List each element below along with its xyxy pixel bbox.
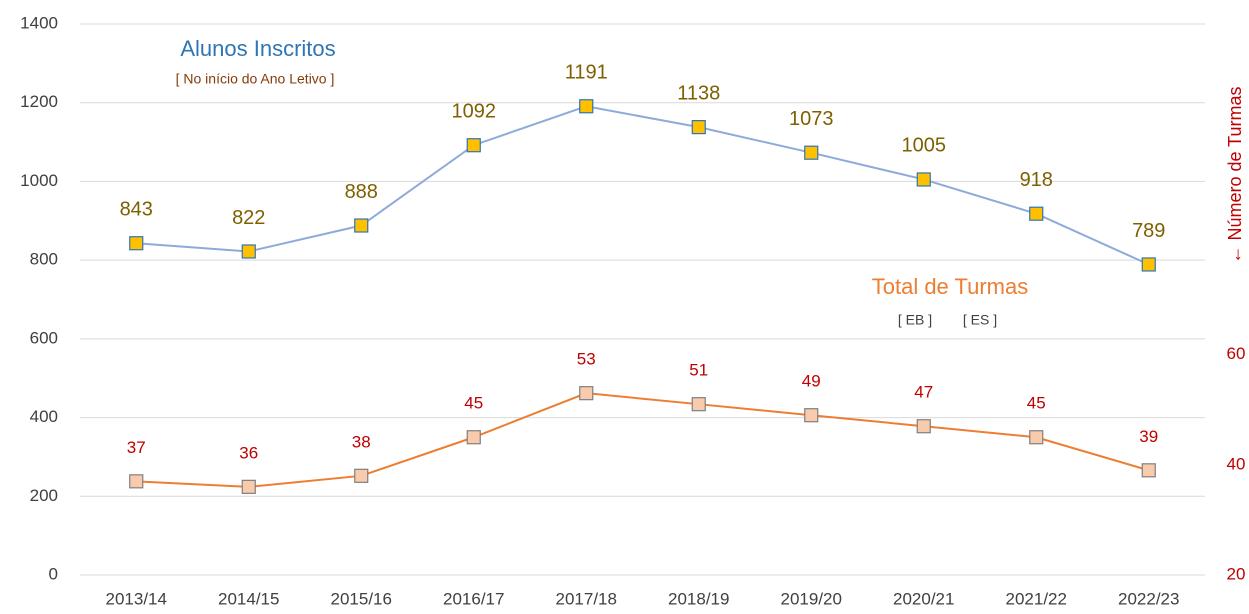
data-label: 1138	[677, 82, 720, 104]
y2-tick-label: 20	[1227, 564, 1246, 583]
marker	[691, 120, 706, 135]
x-tick-label: 2020/21	[893, 589, 954, 608]
marker	[466, 138, 481, 153]
x-tick-label: 2018/19	[668, 589, 729, 608]
y2-tick-label: 60	[1227, 344, 1246, 363]
y-tick-label: 600	[30, 328, 58, 347]
series-title: Total de Turmas	[872, 274, 1029, 299]
x-tick-label: 2015/16	[331, 589, 392, 608]
marker	[466, 430, 481, 445]
x-tick-label: 2014/15	[218, 589, 279, 608]
marker	[241, 244, 256, 259]
marker	[691, 397, 706, 412]
annotation: [ No início do Ano Letivo ]	[176, 71, 335, 87]
data-label: 37	[127, 438, 146, 457]
data-label: 45	[1027, 394, 1046, 413]
marker	[804, 408, 819, 423]
data-label: 888	[345, 181, 378, 203]
data-label: 45	[464, 394, 483, 413]
data-label: 47	[914, 383, 933, 402]
marker	[804, 145, 819, 160]
x-tick-label: 2017/18	[556, 589, 617, 608]
data-label: 39	[1139, 427, 1158, 446]
y-tick-label: 1400	[20, 13, 58, 32]
marker	[916, 172, 931, 187]
annotation: [ EB ]	[898, 312, 932, 328]
marker	[354, 468, 369, 483]
data-label: 49	[802, 372, 821, 391]
x-tick-label: 2022/23	[1118, 589, 1179, 608]
x-tick-label: 2013/14	[106, 589, 167, 608]
marker	[1141, 463, 1156, 478]
data-label: 789	[1132, 220, 1165, 242]
marker	[916, 419, 931, 434]
y-tick-label: 800	[30, 250, 58, 269]
y-tick-label: 200	[30, 486, 58, 505]
marker	[579, 99, 594, 114]
y-tick-label: 0	[49, 564, 58, 583]
data-label: 843	[120, 199, 153, 221]
data-label: 1005	[902, 135, 947, 157]
marker	[354, 218, 369, 233]
series-title: Alunos Inscritos	[180, 36, 335, 61]
y-tick-label: 1200	[20, 92, 58, 111]
x-tick-label: 2016/17	[443, 589, 504, 608]
marker	[129, 236, 144, 251]
data-label: 36	[239, 443, 258, 462]
marker	[1029, 430, 1044, 445]
marker	[241, 479, 256, 494]
data-label: 38	[352, 432, 371, 451]
series-line	[136, 392, 1150, 488]
data-label: 822	[232, 207, 265, 229]
data-label: 918	[1020, 169, 1053, 191]
annotation: [ ES ]	[963, 312, 997, 328]
data-label: 1191	[565, 62, 608, 84]
data-label: 1073	[789, 108, 834, 130]
y2-axis-label: ← Número de Turmas	[1225, 86, 1245, 263]
marker	[129, 474, 144, 489]
data-label: 51	[689, 361, 708, 380]
marker	[579, 386, 594, 401]
data-label: 53	[577, 350, 596, 369]
x-tick-label: 2019/20	[781, 589, 842, 608]
y-tick-label: 1000	[20, 171, 58, 190]
y2-tick-label: 40	[1227, 454, 1246, 473]
data-label: 1092	[452, 101, 497, 123]
x-tick-label: 2021/22	[1006, 589, 1067, 608]
marker	[1029, 206, 1044, 221]
series-line	[136, 105, 1150, 266]
y-tick-label: 400	[30, 407, 58, 426]
marker	[1141, 257, 1156, 272]
